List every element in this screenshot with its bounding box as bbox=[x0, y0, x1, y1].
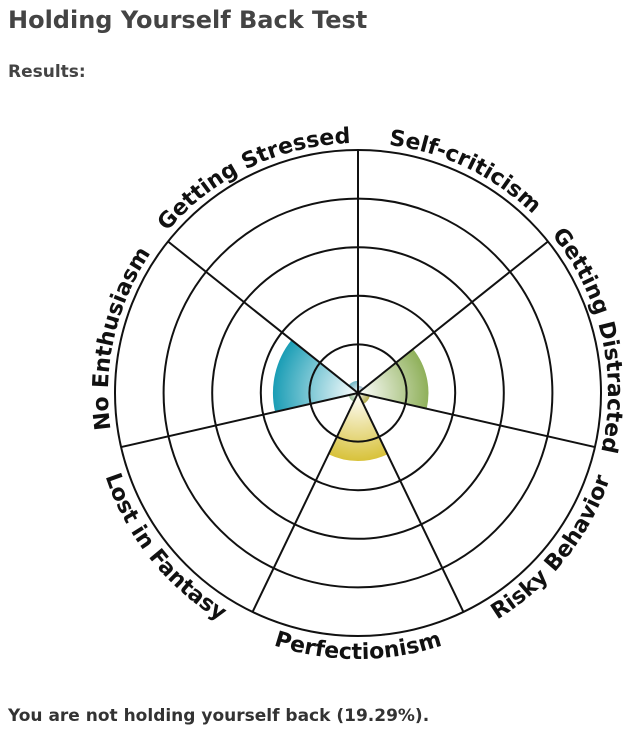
category-label: Self-criticism bbox=[388, 126, 546, 219]
spoke bbox=[357, 240, 549, 394]
subtitle: Results: bbox=[8, 62, 86, 82]
page-title: Holding Yourself Back Test bbox=[8, 6, 368, 34]
wedge bbox=[272, 339, 358, 412]
category-label-path: Getting Stressed bbox=[153, 124, 351, 235]
category-label-path: Lost in Fantasy bbox=[100, 470, 231, 626]
spoke bbox=[120, 392, 359, 449]
spoke bbox=[357, 392, 465, 613]
wedge bbox=[328, 393, 388, 462]
wedge bbox=[358, 349, 429, 409]
spoke bbox=[167, 240, 359, 394]
category-label: Perfectionism bbox=[272, 627, 445, 665]
category-label: Lost in Fantasy bbox=[100, 470, 231, 626]
category-label: Risky Behavior bbox=[487, 472, 616, 625]
category-label-path: Risky Behavior bbox=[487, 472, 616, 625]
spoke bbox=[357, 392, 596, 449]
category-label-path: Self-criticism bbox=[388, 126, 546, 219]
result-text: You are not holding yourself back (19.29… bbox=[8, 706, 430, 726]
category-label: Getting Stressed bbox=[153, 124, 351, 235]
spoke bbox=[251, 392, 359, 613]
category-label-path: Perfectionism bbox=[272, 627, 445, 665]
